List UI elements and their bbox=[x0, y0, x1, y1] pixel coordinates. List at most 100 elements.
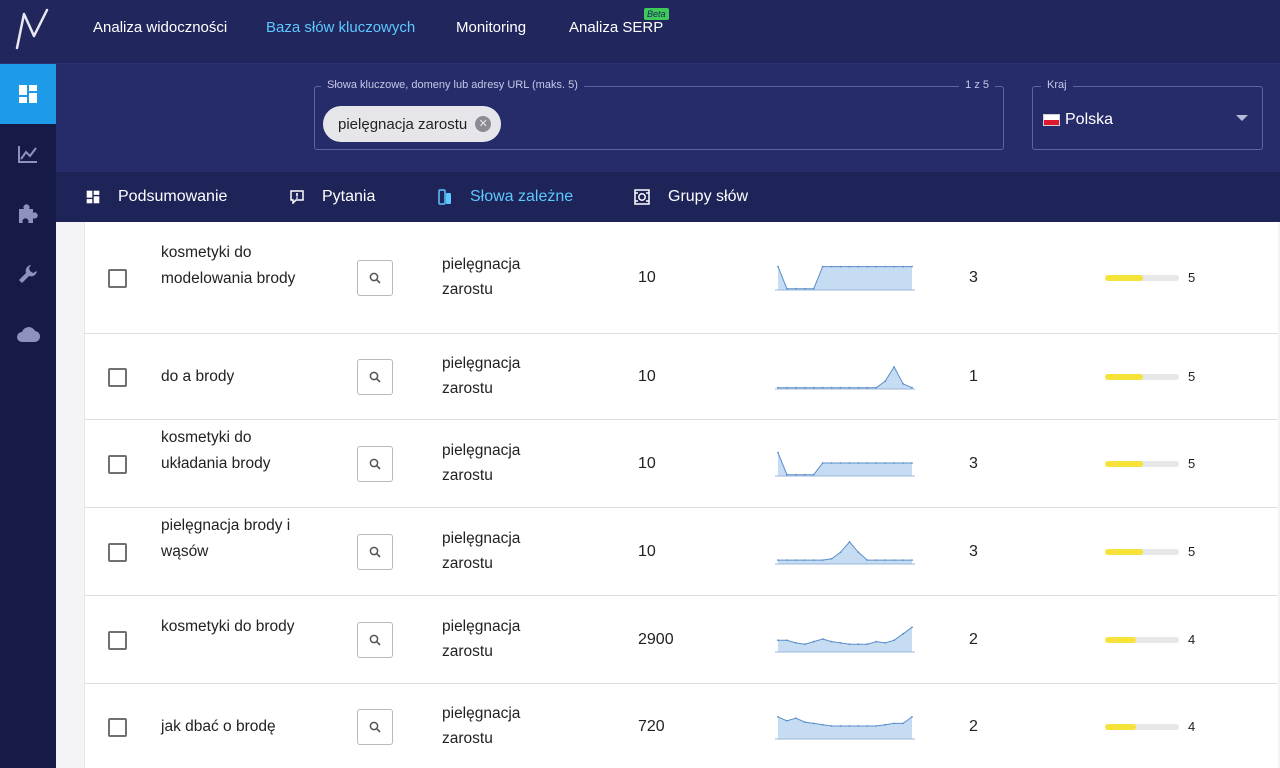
nav-serp-analysis[interactable]: Analiza SERP bbox=[569, 19, 664, 36]
keyword-input-label: Słowa kluczowe, domeny lub adresy URL (m… bbox=[321, 79, 584, 91]
sparkline-point bbox=[875, 640, 878, 643]
top-navigation: Analiza widoczności Baza słów kluczowych… bbox=[0, 0, 1280, 64]
sparkline-point bbox=[848, 541, 851, 543]
search-volume-cell: 720 bbox=[638, 718, 665, 735]
difficulty-bar bbox=[1105, 374, 1179, 380]
keyword-cell: kosmetyki do układania brody bbox=[161, 429, 271, 472]
sparkline-point bbox=[839, 642, 842, 644]
tab-questions[interactable]: Pytania bbox=[290, 172, 375, 222]
seed-keyword-cell: pielęgnacja zarostu bbox=[442, 705, 521, 747]
chart-icon bbox=[18, 146, 37, 163]
sparkline-point bbox=[857, 386, 860, 389]
search-volume-cell: 10 bbox=[638, 269, 656, 286]
nav-keyword-database[interactable]: Baza słów kluczowych bbox=[266, 19, 416, 36]
sparkline-point bbox=[911, 462, 913, 464]
row-checkbox[interactable] bbox=[108, 543, 127, 562]
sparkline-point bbox=[866, 643, 869, 646]
sparkline-point bbox=[848, 386, 851, 389]
sparkline-point bbox=[821, 559, 824, 561]
seed-keyword-cell: pielęgnacja zarostu bbox=[442, 442, 521, 484]
sidebar-item-dashboard[interactable] bbox=[0, 64, 56, 124]
keyword-counter: 1 z 5 bbox=[959, 79, 995, 91]
keyword-search-button[interactable] bbox=[357, 260, 393, 296]
sparkline-point bbox=[884, 559, 887, 561]
keywords-table: kosmetyki do modelowania brody pielęgnac… bbox=[56, 222, 1280, 768]
sparkline-point bbox=[911, 626, 913, 629]
sparkline-point bbox=[812, 559, 815, 561]
sparkline-point bbox=[911, 716, 913, 718]
sparkline-point bbox=[902, 722, 904, 725]
row-checkbox[interactable] bbox=[108, 455, 127, 474]
difficulty-bar bbox=[1105, 275, 1179, 281]
seed-keyword-cell: pielęgnacja zarostu bbox=[442, 355, 521, 397]
keyword-search-button[interactable] bbox=[357, 622, 393, 658]
sparkline-area bbox=[778, 627, 912, 652]
sparkline-point bbox=[866, 559, 869, 561]
search-icon bbox=[369, 546, 381, 558]
competition-cell: 3 bbox=[969, 455, 978, 472]
sparkline-point bbox=[893, 265, 895, 268]
sparkline-point bbox=[812, 473, 815, 476]
competition-cell: 3 bbox=[969, 269, 978, 286]
sparkline-point bbox=[839, 462, 842, 464]
poland-flag-icon bbox=[1043, 114, 1060, 126]
sparkline-point bbox=[786, 559, 788, 561]
sparkline-point bbox=[875, 386, 878, 389]
sidebar-item-cloud[interactable] bbox=[0, 304, 56, 364]
chevron-down-icon[interactable] bbox=[1236, 115, 1248, 121]
sparkline-point bbox=[803, 643, 806, 646]
sparkline-point bbox=[812, 287, 815, 290]
sparkline-point bbox=[830, 386, 833, 389]
sparkline-point bbox=[777, 451, 779, 454]
sparkline-point bbox=[893, 462, 895, 464]
sparkline-point bbox=[911, 386, 913, 389]
nav-monitoring[interactable]: Monitoring bbox=[456, 19, 527, 36]
sparkline-point bbox=[795, 642, 797, 644]
search-icon bbox=[369, 272, 381, 284]
sparkline-point bbox=[893, 559, 895, 561]
sparkline-point bbox=[777, 559, 779, 561]
sparkline-point bbox=[786, 719, 788, 722]
row-checkbox[interactable] bbox=[108, 368, 127, 387]
sparkline-point bbox=[911, 265, 913, 268]
row-checkbox[interactable] bbox=[108, 718, 127, 737]
search-icon bbox=[369, 634, 381, 646]
sparkline-point bbox=[884, 380, 887, 383]
keyword-search-button[interactable] bbox=[357, 446, 393, 482]
country-select[interactable]: Kraj Polska bbox=[1032, 79, 1263, 150]
chip-remove-icon[interactable]: ✕ bbox=[475, 116, 492, 132]
tab-word-groups[interactable]: Grupy słów bbox=[634, 172, 748, 222]
keyword-chip-label: pielęgnacja zarostu bbox=[338, 115, 468, 133]
keyword-search-button[interactable] bbox=[357, 359, 393, 395]
sidebar-item-charts[interactable] bbox=[0, 124, 56, 184]
nav-visibility-analysis[interactable]: Analiza widoczności bbox=[93, 19, 228, 36]
dashboard-icon bbox=[19, 85, 37, 103]
sparkline-point bbox=[803, 473, 806, 476]
keyword-search-button[interactable] bbox=[357, 534, 393, 570]
trend-sparkline bbox=[775, 365, 915, 390]
sidebar bbox=[0, 64, 56, 768]
sparkline-point bbox=[821, 462, 824, 464]
sidebar-item-tools[interactable] bbox=[0, 244, 56, 304]
search-icon bbox=[369, 371, 381, 383]
sidebar-item-extensions[interactable] bbox=[0, 184, 56, 244]
table-row: pielęgnacja brody i wąsów pielęgnacja za… bbox=[84, 508, 1278, 596]
keyword-search-button[interactable] bbox=[357, 709, 393, 745]
table-row: kosmetyki do modelowania brody pielęgnac… bbox=[84, 222, 1278, 334]
logo-icon[interactable] bbox=[14, 6, 50, 52]
keyword-chip[interactable]: pielęgnacja zarostu ✕ bbox=[323, 106, 502, 142]
tab-related-words[interactable]: Słowa zależne bbox=[438, 172, 573, 222]
sparkline-point bbox=[803, 721, 806, 723]
tab-summary[interactable]: Podsumowanie bbox=[86, 172, 227, 222]
tab-questions-label: Pytania bbox=[322, 188, 376, 205]
sparkline-line bbox=[777, 266, 912, 290]
sparkline-point bbox=[848, 725, 851, 727]
keyword-cell: kosmetyki do modelowania brody bbox=[161, 244, 296, 287]
row-checkbox[interactable] bbox=[108, 631, 127, 650]
sparkline-point bbox=[795, 287, 797, 290]
keyword-cell: kosmetyki do brody bbox=[161, 618, 295, 635]
sparkline-point bbox=[875, 559, 878, 561]
row-checkbox[interactable] bbox=[108, 269, 127, 288]
difficulty-cell: 4 bbox=[1188, 719, 1196, 734]
keyword-input[interactable]: Słowa kluczowe, domeny lub adresy URL (m… bbox=[314, 79, 1004, 150]
